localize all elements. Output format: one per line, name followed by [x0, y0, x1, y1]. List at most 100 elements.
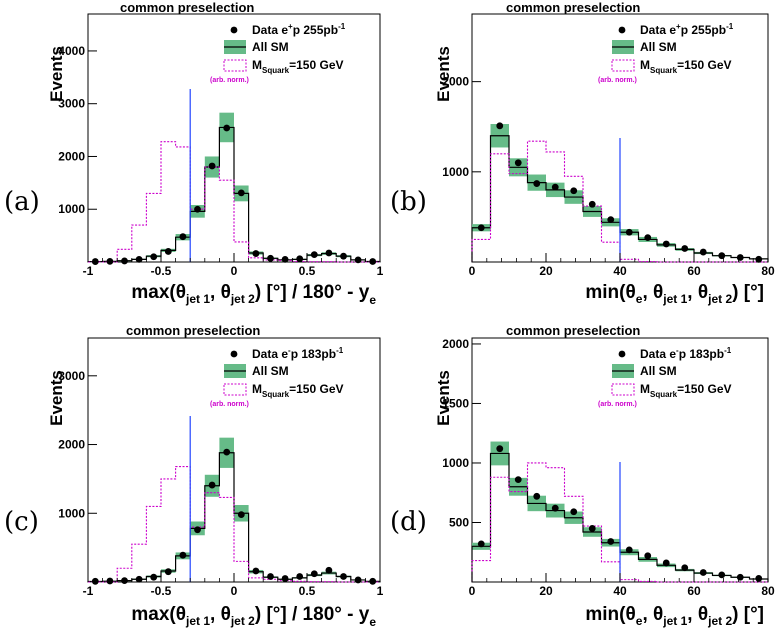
data-point [533, 180, 541, 187]
data-point [164, 568, 172, 576]
data-point [570, 187, 578, 195]
data-point [179, 551, 187, 559]
data-point [625, 546, 633, 554]
data-point [223, 124, 231, 132]
data-point [296, 255, 304, 263]
x-tick-label: 40 [613, 264, 627, 278]
legend-data-label: Data e+p 255pb-1 [640, 22, 734, 37]
panel-title: common preselection [126, 323, 260, 338]
data-point [681, 564, 689, 572]
x-tick-label: 60 [687, 264, 701, 278]
y-tick-label: 1000 [58, 202, 85, 216]
panel-title: common preselection [120, 0, 254, 15]
data-point [325, 566, 333, 574]
legend-arb-norm: (arb. norm.) [210, 401, 249, 408]
data-point [121, 257, 128, 265]
data-point [755, 575, 763, 582]
data-point [662, 240, 670, 248]
y-tick-label: 500 [449, 515, 469, 529]
data-point [681, 245, 689, 252]
legend-data-marker [230, 350, 238, 358]
panel-title: common preselection [506, 323, 640, 338]
y-tick-label: 3000 [58, 369, 85, 383]
data-point [179, 233, 187, 241]
data-point [718, 571, 726, 579]
panel-label: (c) [4, 507, 39, 537]
panel-label: (a) [4, 187, 40, 217]
data-point [194, 205, 201, 213]
data-point [369, 577, 377, 585]
legend: Data e-p 183pb-1 All SM MSquark=150 GeV(ar… [598, 346, 732, 408]
legend: Data e+p 255pb-1 All SM MSquark=150 GeV(ar… [210, 22, 346, 84]
data-point [514, 476, 522, 484]
data-point [533, 492, 541, 500]
legend-signal-label: MSquark=150 GeV [252, 58, 344, 75]
x-tick-label: 1 [377, 584, 384, 598]
data-point [237, 189, 245, 197]
legend-signal-marker [611, 383, 635, 396]
legend-data-marker [618, 26, 626, 34]
legend-mc-label: All SM [640, 364, 677, 378]
y-tick-label: 1500 [442, 396, 469, 410]
legend-signal-label: MSquark=150 GeV [252, 382, 344, 399]
signal-histogram [471, 140, 768, 263]
legend-mc-label: All SM [252, 364, 289, 378]
data-point [150, 573, 158, 581]
x-axis-title: min(θe, θjet 1, θjet 2) [°] [585, 604, 764, 628]
data-point [150, 253, 158, 261]
x-tick-label: 60 [687, 584, 701, 598]
x-axis-title: min(θe, θjet 1, θjet 2) [°] [585, 282, 764, 306]
y-axis-title: Events [47, 370, 66, 426]
data-point [252, 250, 260, 257]
data-point [570, 508, 578, 516]
x-tick-label: 0 [231, 584, 238, 598]
y-tick-label: 2000 [58, 149, 85, 163]
data-point [551, 504, 559, 512]
y-tick-label: 2000 [442, 75, 469, 89]
legend: Data e-p 183pb-1 All SM MSquark=150 GeV(ar… [210, 346, 344, 408]
y-axis-title: Events [434, 46, 453, 102]
x-axis-title: max(θjet 1, θjet 2) [°] / 180° - ye [131, 604, 376, 629]
data-point [223, 448, 231, 456]
panel-label: (b) [390, 187, 427, 217]
data-point [662, 559, 670, 567]
x-tick-label: 20 [539, 264, 553, 278]
x-tick-label: 0 [469, 264, 476, 278]
legend-data-label: Data e-p 183pb-1 [252, 346, 344, 361]
legend: Data e+p 255pb-1 All SM MSquark=150 GeV(ar… [598, 22, 734, 84]
data-point [106, 577, 114, 585]
y-tick-label: 1000 [58, 506, 85, 520]
data-point [296, 573, 304, 580]
legend-data-marker [618, 350, 626, 358]
x-tick-label: 80 [761, 584, 775, 598]
panel-c: 1000 2000 3000 -1 -0.5 0 0.5 1 common preselecti… [4, 323, 384, 629]
panel-d: 500 1000 1500 2000 0 20 40 60 80 common preselect… [390, 323, 775, 628]
legend-mc-label: All SM [640, 40, 677, 54]
data-point [91, 258, 99, 265]
data-point [354, 576, 362, 584]
data-point [194, 526, 201, 534]
y-tick-label: 4000 [58, 44, 85, 58]
data-point [208, 481, 216, 489]
x-tick-label: 0.5 [299, 584, 316, 598]
data-point [699, 248, 707, 256]
data-point [135, 575, 143, 583]
data-point [340, 573, 347, 580]
data-point [644, 552, 652, 560]
y-tick-label: 1000 [442, 456, 469, 470]
y-tick-label: 1000 [442, 165, 469, 179]
signal-histogram [88, 465, 380, 583]
x-tick-label: 1 [377, 264, 384, 278]
data-point [736, 254, 744, 261]
data-point [267, 573, 274, 580]
data-point [354, 256, 362, 264]
x-tick-label: -1 [83, 584, 94, 598]
x-tick-label: 0.5 [299, 264, 316, 278]
data-point [310, 570, 318, 578]
data-point [106, 257, 114, 265]
data-point [755, 255, 763, 263]
y-tick-label: 2000 [442, 337, 469, 351]
data-point [496, 445, 504, 453]
legend-signal-label: MSquark=150 GeV [640, 382, 732, 399]
data-point [340, 252, 347, 260]
